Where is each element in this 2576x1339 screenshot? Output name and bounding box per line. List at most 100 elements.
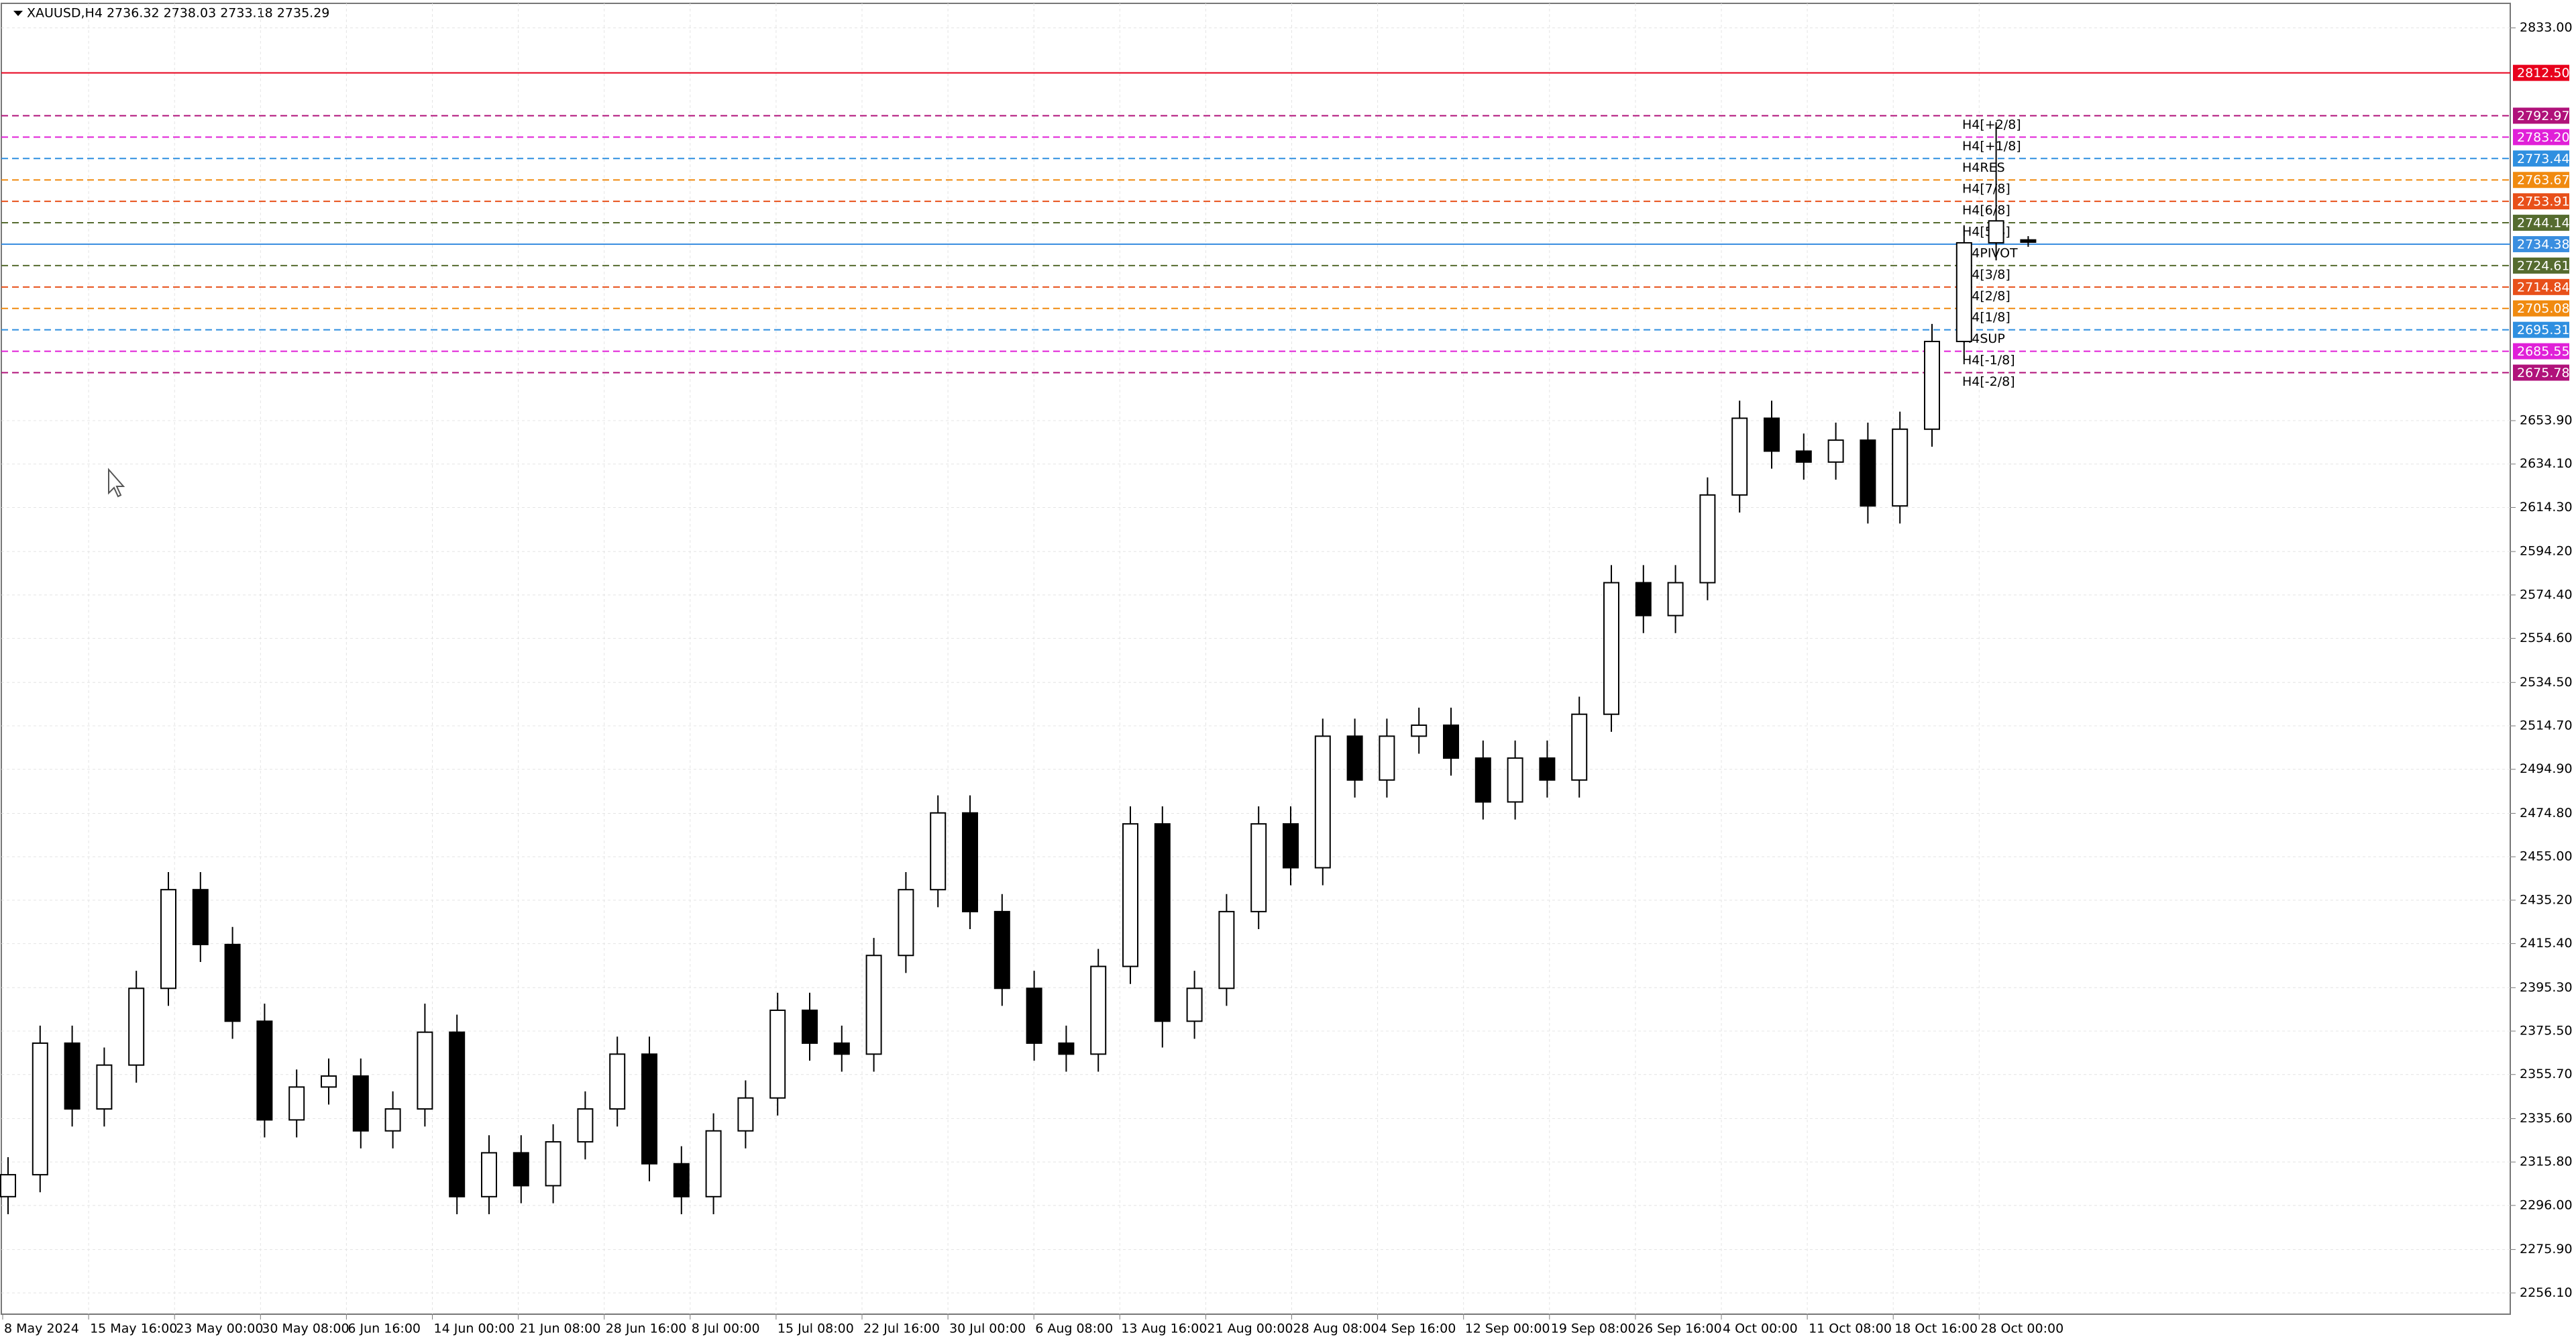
price-tag [2513, 107, 2569, 124]
candle-body [1250, 823, 1267, 912]
y-tick-label: 2554.60 [2520, 631, 2573, 645]
price-tag [2513, 343, 2569, 360]
price-tag [2513, 257, 2569, 274]
price-tag [2513, 300, 2569, 317]
y-tick-label: 2275.90 [2520, 1242, 2573, 1256]
candle-body [1314, 735, 1331, 869]
price-tag-label: 2714.84 [2517, 280, 2570, 294]
price-tag-label: 2705.08 [2517, 301, 2570, 316]
price-tag [2513, 321, 2569, 338]
x-tick-label: 11 Oct 08:00 [1809, 1322, 1892, 1336]
candle-body [1283, 823, 1299, 869]
candle-body [321, 1075, 337, 1088]
x-tick-label: 21 Jun 08:00 [520, 1322, 601, 1336]
candle-body [224, 943, 241, 1022]
candle-body [1924, 341, 1940, 430]
price-tag [2513, 172, 2569, 189]
candle-body [481, 1152, 497, 1197]
y-tick-label: 2514.70 [2520, 718, 2573, 733]
x-tick-label: 6 Aug 08:00 [1035, 1322, 1113, 1336]
candle-body [1731, 417, 1748, 496]
y-tick-label: 2375.50 [2520, 1024, 2573, 1038]
price-tag-label: 2724.61 [2517, 258, 2570, 273]
y-tick-label: 2634.10 [2520, 456, 2573, 471]
candle-body [1635, 582, 1652, 617]
candle-body [128, 987, 145, 1066]
level-label: H4[+1/8] [1962, 139, 2021, 154]
candle-body [1218, 910, 1235, 989]
y-tick-label: 2355.70 [2520, 1067, 2573, 1081]
y-tick-label: 2833.00 [2520, 20, 2573, 35]
x-tick-label: 4 Oct 00:00 [1723, 1322, 1798, 1336]
price-tag [2513, 150, 2569, 167]
candle-body [1411, 725, 1428, 737]
candle-body [1058, 1042, 1075, 1055]
price-tag [2513, 193, 2569, 210]
price-tag-label: 2685.55 [2517, 344, 2570, 359]
candle-body [994, 910, 1010, 989]
y-tick-label: 2534.50 [2520, 675, 2573, 690]
x-tick-label: 13 Aug 16:00 [1121, 1322, 1207, 1336]
candle-body [1795, 450, 1812, 463]
level-label: H4[-2/8] [1962, 374, 2015, 389]
x-tick-label: 28 Oct 00:00 [1980, 1322, 2063, 1336]
price-tag-label: 2773.44 [2517, 152, 2570, 166]
x-tick-label: 26 Sep 16:00 [1637, 1322, 1722, 1336]
candle-body [288, 1086, 305, 1121]
candle-body [1122, 823, 1138, 967]
candle-body [577, 1108, 594, 1143]
y-tick-label: 2494.90 [2520, 761, 2573, 776]
candle-body [1764, 417, 1780, 452]
y-tick-label: 2474.80 [2520, 806, 2573, 820]
candle-body [160, 889, 176, 989]
candle-body [1603, 582, 1619, 715]
y-tick-label: 2574.40 [2520, 587, 2573, 602]
y-tick-label: 2335.60 [2520, 1111, 2573, 1126]
price-tag [2513, 235, 2569, 252]
candle-body [96, 1064, 113, 1110]
candle-body [609, 1053, 626, 1110]
x-tick-label: 30 May 08:00 [262, 1322, 349, 1336]
candle-body [1379, 735, 1395, 781]
y-tick-label: 2435.20 [2520, 892, 2573, 907]
price-tag-label: 2734.38 [2517, 237, 2570, 252]
y-tick-label: 2415.40 [2520, 936, 2573, 951]
chart-title: XAUUSD,H4 2736.32 2738.03 2733.18 2735.2… [27, 6, 329, 21]
candle-body [32, 1042, 48, 1176]
x-tick-label: 6 Jun 16:00 [347, 1322, 421, 1336]
y-tick-label: 2455.00 [2520, 849, 2573, 864]
x-tick-label: 28 Jun 16:00 [606, 1322, 687, 1336]
candle-body [1955, 242, 1972, 343]
candle-body [1827, 439, 1844, 463]
candle-body [673, 1163, 690, 1197]
candle-body [865, 955, 882, 1055]
candle-body [1860, 439, 1876, 507]
y-tick-label: 2614.30 [2520, 500, 2573, 515]
candle-body [898, 889, 914, 957]
candle-body [1090, 965, 1107, 1055]
mouse-cursor [108, 468, 125, 498]
candle-body [833, 1042, 850, 1055]
x-tick-label: 12 Sep 00:00 [1465, 1322, 1550, 1336]
price-tag-label: 2744.14 [2517, 216, 2570, 231]
x-tick-label: 14 Jun 00:00 [434, 1322, 515, 1336]
y-tick-label: 2395.30 [2520, 980, 2573, 995]
menu-arrow[interactable] [13, 11, 23, 16]
level-label: H4SUP [1962, 331, 2005, 346]
candle-body [192, 889, 209, 945]
level-label: H4[3/8] [1962, 267, 2010, 282]
y-tick-label: 2594.20 [2520, 544, 2573, 559]
candle-body [352, 1075, 369, 1132]
y-tick-label: 2653.90 [2520, 413, 2573, 428]
candle-body [256, 1020, 273, 1121]
x-tick-label: 15 May 16:00 [90, 1322, 177, 1336]
candle-body [513, 1152, 529, 1187]
price-tag-label: 2695.31 [2517, 323, 2570, 337]
price-tag-label: 2753.91 [2517, 195, 2570, 209]
level-label: H4[7/8] [1962, 182, 2010, 197]
candle-body [2020, 239, 2037, 243]
x-tick-label: 8 Jul 00:00 [692, 1322, 760, 1336]
candle-body [802, 1009, 818, 1044]
candle-body [705, 1130, 722, 1197]
